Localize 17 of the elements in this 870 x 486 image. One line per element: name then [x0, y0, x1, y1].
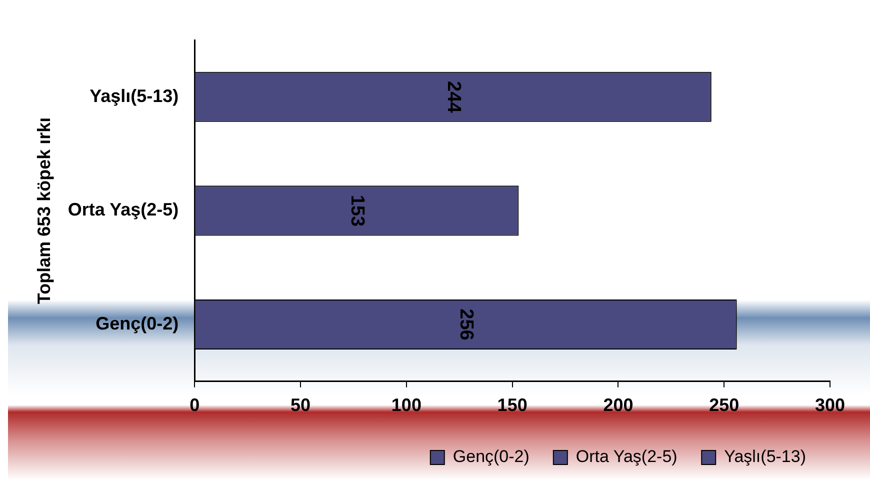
x-tick-label: 250 — [709, 395, 740, 416]
x-tick-label: 100 — [391, 395, 422, 416]
x-tick-label: 200 — [603, 395, 634, 416]
legend-label: Orta Yaş(2-5) — [576, 447, 678, 466]
data-label: 244 — [443, 81, 464, 114]
x-tick-label: 300 — [814, 395, 846, 416]
y-tick-label: Genç(0-2) — [96, 313, 179, 334]
y-axis-title: Toplam 653 köpek ırkı — [34, 117, 54, 304]
x-tick-label: 0 — [190, 395, 200, 416]
x-tick-label: 50 — [290, 395, 311, 416]
data-label: 256 — [456, 308, 477, 340]
data-label: 153 — [346, 194, 368, 227]
y-tick-label: Orta Yaş(2-5) — [68, 200, 179, 220]
y-tick-label: Yaşlı(5-13) — [90, 86, 179, 106]
x-tick-label: 150 — [497, 395, 528, 416]
legend-label: Genç(0-2) — [452, 447, 530, 466]
legend-label: Yaşlı(5-13) — [724, 447, 806, 466]
